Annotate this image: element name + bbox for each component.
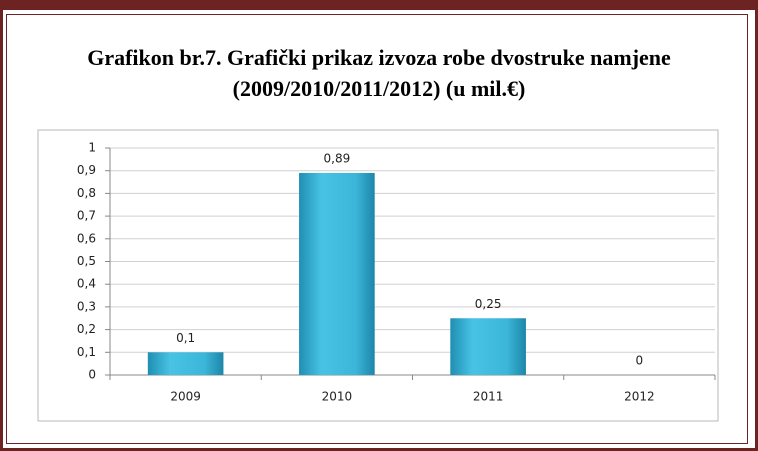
- chart-title: Grafikon br.7. Grafički prikaz izvoza ro…: [87, 45, 671, 101]
- x-tick-label: 2011: [473, 390, 504, 404]
- data-label: 0,1: [176, 331, 195, 345]
- y-tick-label: 0,3: [77, 299, 96, 313]
- plot-box: [37, 129, 719, 422]
- x-tick-label: 2010: [322, 390, 353, 404]
- bar: [299, 172, 375, 375]
- data-label: 0,89: [324, 151, 351, 165]
- y-tick-label: 0,8: [77, 186, 96, 200]
- x-tick-label: 2012: [624, 390, 655, 404]
- x-tick-label: 2009: [170, 390, 201, 404]
- y-tick-label: 0: [88, 368, 96, 382]
- bar: [450, 318, 526, 375]
- y-tick-label: 1: [88, 141, 96, 155]
- y-tick-label: 0,7: [77, 209, 96, 223]
- data-label: 0,25: [475, 297, 502, 311]
- inner-frame: [6, 14, 748, 444]
- y-tick-label: 0,5: [77, 254, 96, 268]
- y-tick-label: 0,2: [77, 322, 96, 336]
- bar: [147, 352, 224, 375]
- y-tick-label: 0,1: [77, 345, 96, 359]
- y-tick-label: 0,4: [77, 277, 96, 291]
- y-tick-label: 0,6: [77, 231, 96, 245]
- y-tick-label: 0,9: [77, 163, 96, 177]
- data-label: 0: [636, 354, 644, 368]
